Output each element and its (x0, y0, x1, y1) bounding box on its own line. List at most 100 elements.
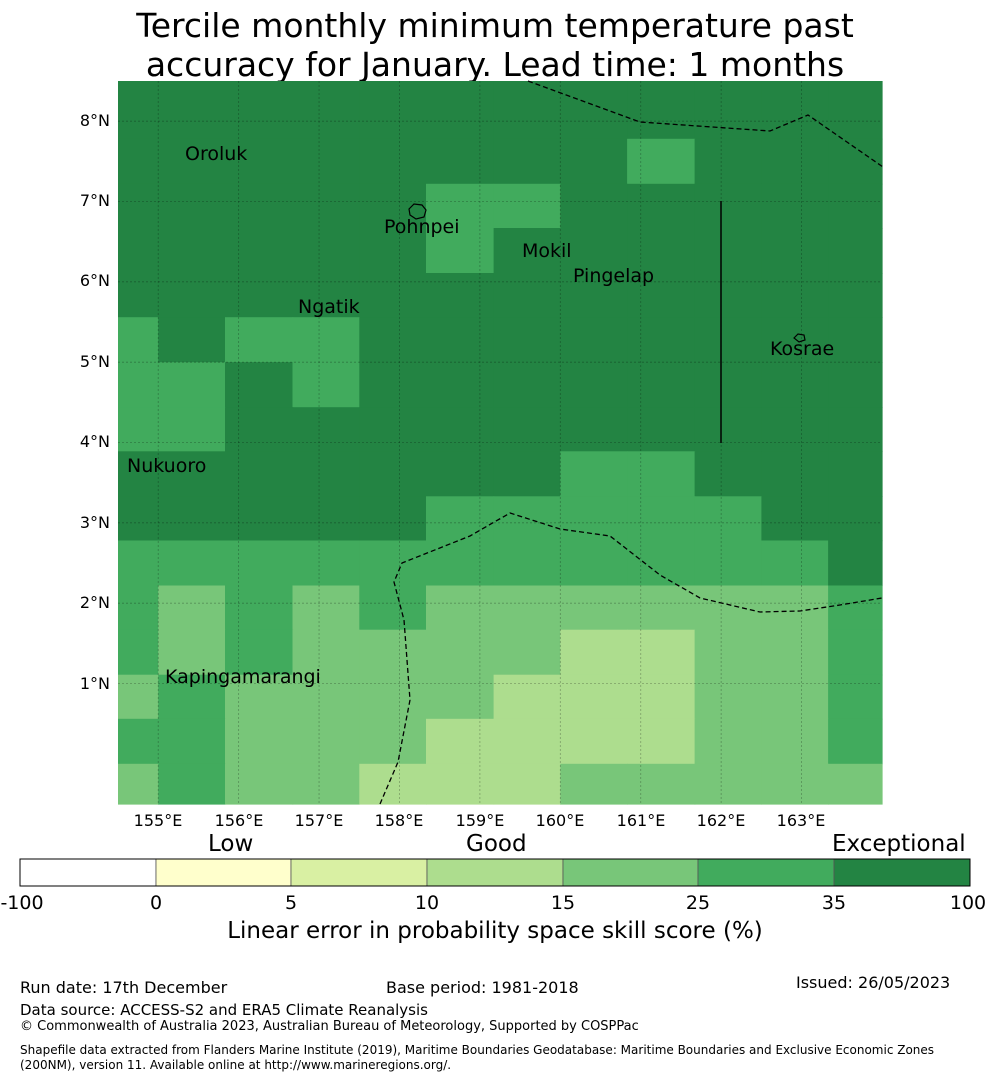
skill-cell (225, 407, 294, 452)
skill-cell (359, 763, 427, 805)
run-date: Run date: 17th December (20, 978, 228, 997)
skill-cell (292, 273, 360, 318)
skill-cell (560, 317, 628, 363)
skill-cell (158, 540, 226, 587)
skill-cell (828, 362, 883, 408)
skill-cell (694, 81, 762, 140)
skill-cell (359, 451, 427, 497)
skill-cell (761, 273, 829, 318)
skill-cell (225, 585, 294, 631)
colorbar-swatch (426, 858, 564, 887)
skill-cell (359, 540, 427, 587)
skill-cell (426, 451, 495, 497)
skill-cell (118, 362, 159, 408)
skill-cell (158, 273, 226, 318)
lat-label: 1°N (80, 674, 110, 693)
skill-cell (828, 496, 883, 542)
skill-cell (828, 763, 883, 805)
skill-cell (292, 674, 360, 720)
skill-cell (225, 451, 294, 497)
skill-cell (493, 317, 561, 363)
skill-cell (560, 585, 628, 631)
skill-cell (359, 362, 427, 408)
skill-cell (761, 496, 829, 542)
skill-cell (225, 718, 294, 765)
skill-cell (118, 451, 159, 497)
shapefile-credit-line-2: (200NM), version 11. Available online at… (20, 1058, 452, 1072)
skill-cell (292, 585, 360, 631)
skill-cell (694, 674, 762, 720)
skill-cell (158, 228, 226, 274)
skill-cell (627, 362, 696, 408)
skill-cell (694, 451, 762, 497)
skill-cell (118, 228, 159, 274)
place-label-mokil: Mokil (522, 240, 572, 262)
skill-cell (493, 585, 561, 631)
skill-cell (627, 138, 696, 185)
skill-cell (359, 228, 427, 274)
skill-cell (158, 317, 226, 363)
skill-cell (694, 228, 762, 274)
colorbar-tick-labels: -100 0 5 10 15 25 35 100 (0, 892, 986, 914)
skill-cell (761, 451, 829, 497)
skill-cell (493, 81, 561, 140)
skill-cell (426, 629, 495, 676)
skill-cell (627, 585, 696, 631)
skill-cell (627, 496, 696, 542)
skill-cell (761, 228, 829, 274)
copyright: © Commonwealth of Australia 2023, Austra… (20, 1019, 639, 1034)
lat-label: 2°N (80, 593, 110, 612)
skill-cell (118, 138, 159, 185)
skill-cell (627, 183, 696, 229)
kosrae-island-outline (793, 333, 806, 343)
skill-cell (828, 228, 883, 274)
skill-cell (225, 674, 294, 720)
skill-cell (627, 763, 696, 805)
colorbar-swatch (290, 858, 428, 887)
skill-cell (118, 407, 159, 452)
place-label-oroluk: Oroluk (185, 143, 247, 165)
skill-cell (560, 451, 628, 497)
skill-cell (493, 629, 561, 676)
map-title: Tercile monthly minimum temperature past… (0, 6, 990, 84)
skill-cell (225, 228, 294, 274)
skill-cell (359, 407, 427, 452)
place-labels: Oroluk Pohnpei Mokil Pingelap Ngatik Kos… (127, 143, 834, 688)
title-line-2: accuracy for January. Lead time: 1 month… (145, 45, 845, 84)
skill-cell (493, 451, 561, 497)
skill-cell (426, 138, 495, 185)
skill-cell (761, 362, 829, 408)
colorbar-category-good: Good (466, 831, 527, 857)
eez-boundary-north (527, 80, 884, 168)
skill-cell (426, 718, 495, 765)
skill-cell (359, 585, 427, 631)
skill-cell (828, 540, 883, 587)
skill-cell (118, 81, 159, 140)
skill-cell (627, 718, 696, 765)
place-label-nukuoro: Nukuoro (127, 455, 206, 477)
skill-cell (158, 763, 226, 805)
lon-label: 158°E (375, 811, 424, 830)
place-label-kosrae: Kosrae (770, 338, 834, 360)
skill-cell (560, 228, 628, 274)
skill-cell (493, 674, 561, 720)
skill-cell (158, 362, 226, 408)
skill-cell (560, 496, 628, 542)
colorbar-tick: 100 (950, 892, 986, 914)
lon-label: 157°E (295, 811, 344, 830)
lon-label: 161°E (617, 811, 666, 830)
skill-cell (627, 674, 696, 720)
skill-cell (225, 317, 294, 363)
skill-cell (560, 407, 628, 452)
skill-cell (359, 629, 427, 676)
lat-label: 6°N (80, 271, 110, 290)
skill-cell (493, 228, 561, 274)
skill-cell (158, 496, 226, 542)
skill-cell (694, 317, 762, 363)
skill-cell (359, 81, 427, 140)
skill-cell (292, 718, 360, 765)
skill-cell (359, 183, 427, 229)
lon-label: 160°E (536, 811, 585, 830)
colorbar-tick: 10 (415, 892, 439, 914)
skill-cell (828, 183, 883, 229)
